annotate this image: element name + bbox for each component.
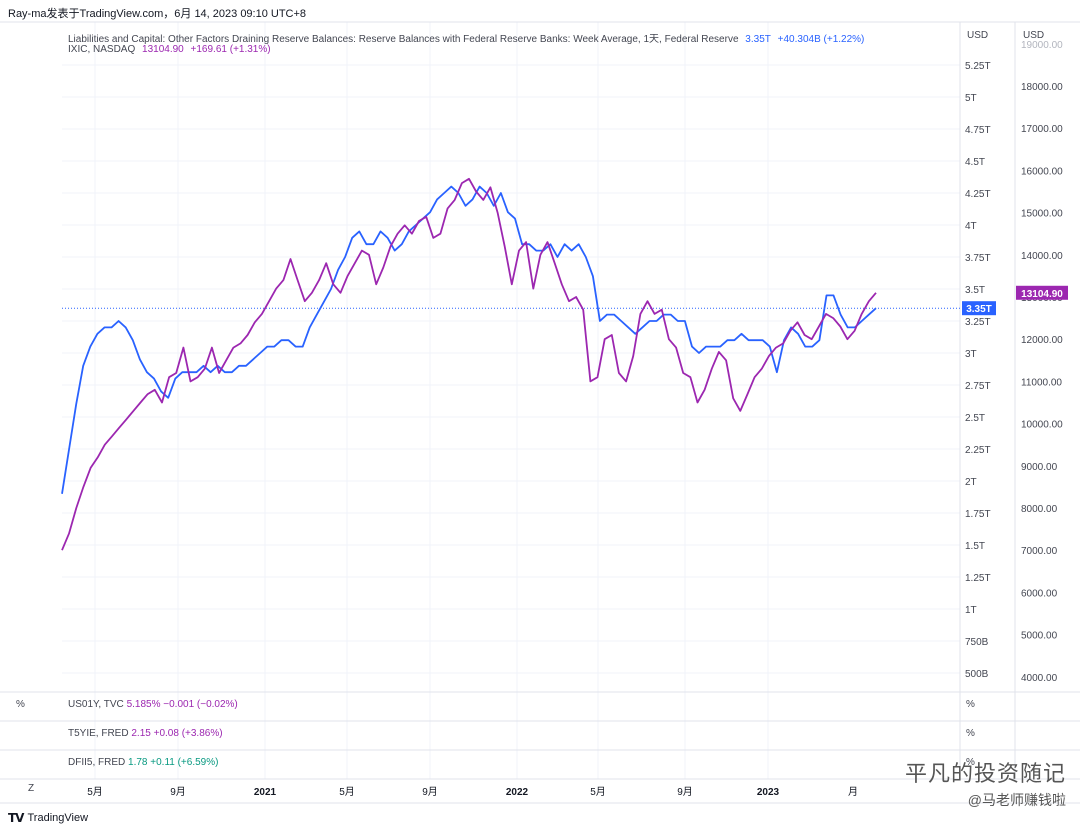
y-left-tick-label: 1.75T: [965, 509, 991, 520]
y-right-tick-label: 9000.00: [1021, 462, 1058, 473]
pane-unit-label: %: [966, 699, 975, 710]
last-value-tag-nasdaq: [1016, 285, 1068, 300]
legend-series-change: −0.001 (−0.02%): [163, 699, 238, 710]
zoom-button[interactable]: Z: [28, 783, 35, 794]
pane-unit-label: %: [966, 757, 975, 768]
y-left-tick-label: 1.5T: [965, 541, 985, 552]
pane-unit-label: %: [16, 699, 25, 710]
y-left-tick-label: 1T: [965, 605, 977, 616]
legend-series-change: +0.11 (+6.59%): [150, 757, 219, 768]
legend-series-value: 13104.90: [142, 44, 184, 55]
x-tick-label: 9月: [170, 786, 186, 798]
wechat-watermark: 平凡的投资随记 @马老师赚钱啦: [905, 756, 1066, 810]
y-left-tick-label: 1.25T: [965, 573, 991, 584]
legend-reserve-balances[interactable]: Liabilities and Capital: Other Factors D…: [68, 30, 868, 45]
series-line-reserves: [61, 185, 877, 494]
x-tick-label: 5月: [87, 786, 103, 798]
legend-nasdaq[interactable]: IXIC, NASDAQ 13104.90 +169.61 (+1.31%): [68, 44, 275, 55]
last-value-tag-reserves: [962, 301, 996, 316]
legend-series-value: 2.15: [131, 728, 151, 739]
y-left-tick-label: 3.25T: [965, 317, 991, 328]
legend-series-title: T5YIE, FRED: [68, 728, 129, 739]
watermark-handle: @马老师赚钱啦: [967, 792, 1066, 808]
x-tick-label: 月: [848, 786, 858, 798]
legend-series-value: 5.185%: [126, 699, 161, 710]
y-right-tick-label: 17000.00: [1021, 124, 1063, 135]
gridlines: [62, 22, 960, 779]
y-right-tick-label: 11000.00: [1021, 377, 1062, 388]
watermark-title: 平凡的投资随记: [904, 761, 1066, 786]
y-left-tick-label: 500B: [965, 669, 989, 680]
legend-series-title: Liabilities and Capital: Other Factors D…: [68, 34, 739, 45]
legend-dfii5[interactable]: DFII5, FRED 1.78 +0.11 (+6.59%): [68, 757, 218, 768]
y-left-tick-label: 4T: [965, 221, 977, 232]
x-tick-label: 5月: [590, 786, 606, 798]
x-tick-label: 2023: [757, 787, 780, 798]
series-lines: [61, 177, 960, 551]
x-tick-label: 9月: [677, 786, 693, 798]
last-value-label-reserves: 3.35T: [966, 304, 992, 315]
y-left-tick-label: 4.75T: [965, 125, 991, 136]
y-left-tick-label: 3.75T: [965, 253, 991, 264]
y-left-tick-label: 2.75T: [965, 381, 991, 392]
y-right-tick-label: 15000.00: [1021, 209, 1063, 220]
legend-us01y[interactable]: US01Y, TVC 5.185% −0.001 (−0.02%): [68, 699, 238, 710]
pane-unit-label: %: [966, 728, 975, 739]
legend-series-value: 3.35T: [745, 34, 771, 45]
y-left-tick-label: 4.5T: [965, 157, 985, 168]
y-right-tick-label: 6000.00: [1021, 588, 1058, 599]
x-tick-label: 9月: [422, 786, 438, 798]
y-left-tick-label: 5.25T: [965, 61, 991, 72]
legend-series-change: +169.61 (+1.31%): [190, 44, 271, 55]
chart-header: Ray-ma发表于TradingView.com，6月 14, 2023 09:…: [8, 8, 307, 20]
y-left-tick-label: 2.5T: [965, 413, 985, 424]
legend-series-title: US01Y, TVC: [68, 699, 124, 710]
y-right-cut-label: 19000.00: [1021, 40, 1063, 51]
legend-t5yie[interactable]: T5YIE, FRED 2.15 +0.08 (+3.86%): [68, 728, 223, 739]
y-right-tick-label: 16000.00: [1021, 166, 1063, 177]
y-left-tick-label: 750B: [965, 637, 989, 648]
y-right-tick-label: 14000.00: [1021, 251, 1063, 262]
legend-series-change: +40.304B (+1.22%): [777, 34, 865, 45]
y-right-tick-label: 4000.00: [1021, 673, 1058, 684]
legend-series-value: 1.78: [128, 757, 148, 768]
tradingview-footer[interactable]: 𝗧𝗩 TradingView: [8, 811, 88, 825]
y-left-unit: USD: [967, 30, 988, 41]
y-right-tick-label: 18000.00: [1021, 82, 1063, 93]
y-right-unit: USD: [1023, 30, 1044, 41]
x-tick-label: 5月: [339, 786, 355, 798]
y-left-tick-label: 4.25T: [965, 189, 991, 200]
series-line-nasdaq: [61, 177, 877, 551]
y-left-tick-label: 5T: [965, 93, 977, 104]
legend-series-title: IXIC, NASDAQ: [68, 44, 136, 55]
y-right-tick-label: 10000.00: [1021, 420, 1063, 431]
last-value-label-nasdaq: 13104.90: [1021, 289, 1063, 300]
y-right-tick-label: 7000.00: [1021, 546, 1058, 557]
pane-frame: [0, 21, 1080, 804]
tradingview-logo-icon: 𝗧𝗩: [8, 811, 25, 825]
y-left-tick-label: 2T: [965, 477, 977, 488]
y-right-tick-label: 5000.00: [1021, 631, 1058, 642]
brand-label: TradingView: [27, 812, 89, 824]
y-right-tick-label: 12000.00: [1021, 335, 1063, 346]
x-tick-label: 2021: [254, 787, 277, 798]
y-right-tick-label: 8000.00: [1021, 504, 1058, 515]
y-left-tick-label: 2.25T: [965, 445, 991, 456]
x-tick-label: 2022: [506, 787, 529, 798]
legend-series-change: +0.08 (+3.86%): [153, 728, 223, 739]
y-left-tick-label: 3T: [965, 349, 977, 360]
legend-series-title: DFII5, FRED: [68, 757, 126, 768]
axis-ticks: 5.25T 5T 4.75T 4.5T 4.25T 4T 3.75T 3.5T 3.25T 3T 2…: [87, 30, 1068, 798]
y-left-tick-label: 3.5T: [965, 285, 985, 296]
